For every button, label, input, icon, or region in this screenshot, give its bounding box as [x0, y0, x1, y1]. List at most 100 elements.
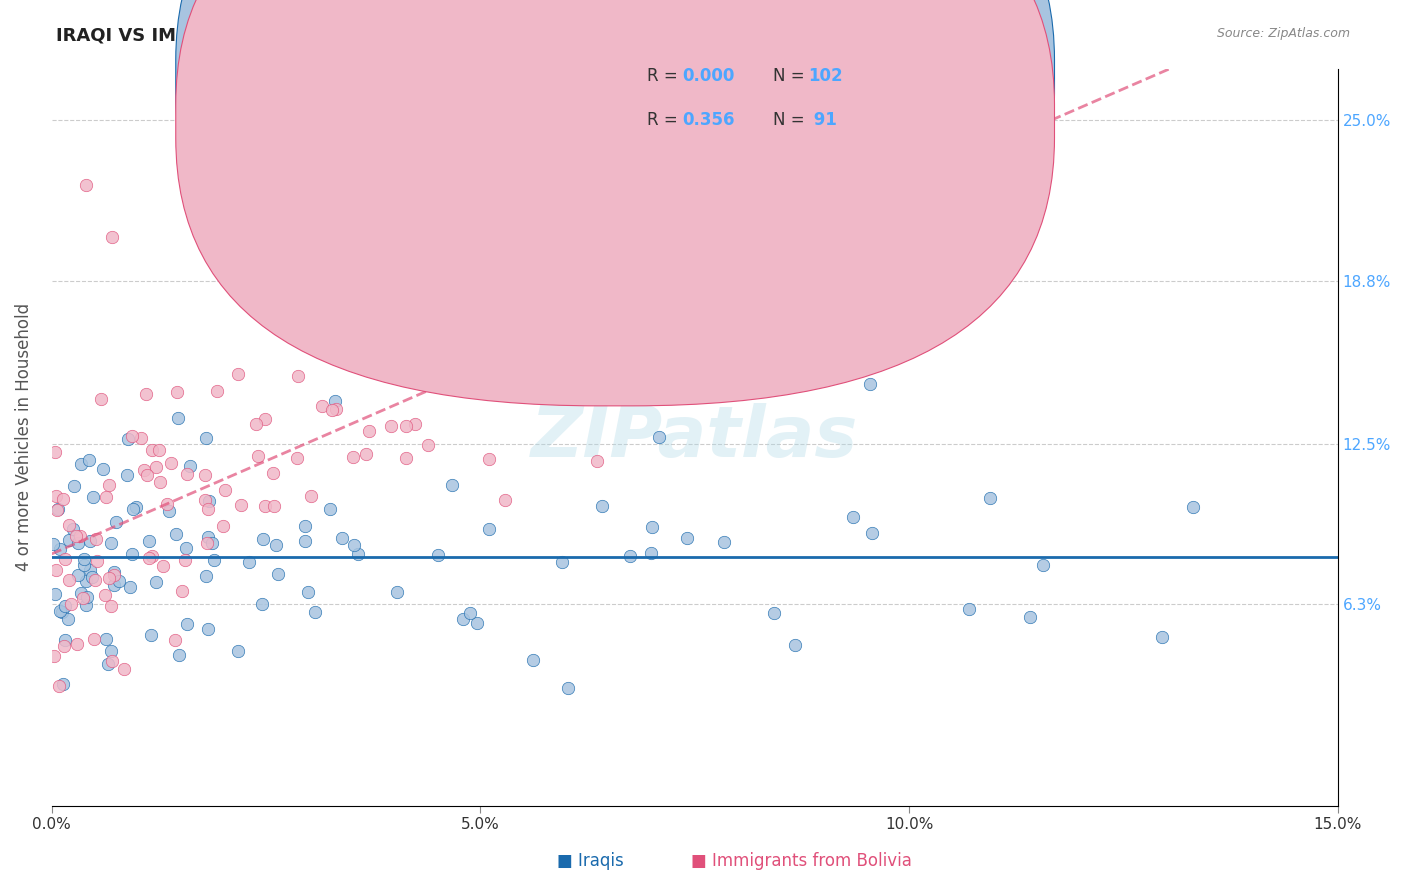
Immigrants from Bolivia [58, 518, 80, 533]
Iraqis [100, 644, 122, 658]
Iraqis [238, 555, 260, 569]
Immigrants from Bolivia [174, 553, 197, 567]
Iraqis [165, 526, 187, 541]
Immigrants from Bolivia [394, 418, 416, 433]
Immigrants from Bolivia [254, 499, 277, 513]
Immigrants from Bolivia [354, 446, 377, 460]
Iraqis [66, 568, 89, 582]
Immigrants from Bolivia [83, 632, 105, 647]
Iraqis [117, 432, 139, 446]
Immigrants from Bolivia [166, 385, 188, 400]
Immigrants from Bolivia [141, 549, 163, 563]
Immigrants from Bolivia [45, 563, 67, 577]
Iraqis [194, 568, 217, 582]
Text: R =: R = [647, 67, 683, 85]
Immigrants from Bolivia [467, 273, 489, 287]
Iraqis [46, 501, 69, 516]
Immigrants from Bolivia [404, 417, 426, 431]
Immigrants from Bolivia [84, 573, 107, 587]
Iraqis [330, 531, 353, 545]
Text: 0.000: 0.000 [682, 67, 734, 85]
Immigrants from Bolivia [214, 483, 236, 497]
Immigrants from Bolivia [100, 229, 122, 244]
Iraqis [860, 526, 883, 541]
Iraqis [49, 541, 72, 556]
Iraqis [762, 606, 785, 620]
Immigrants from Bolivia [42, 648, 65, 663]
Iraqis [53, 599, 76, 613]
Iraqis [73, 552, 96, 566]
Iraqis [264, 538, 287, 552]
Iraqis [82, 490, 104, 504]
Iraqis [550, 555, 572, 569]
Iraqis [174, 541, 197, 555]
Iraqis [385, 585, 408, 599]
Iraqis [226, 643, 249, 657]
Iraqis [52, 677, 75, 691]
Immigrants from Bolivia [129, 431, 152, 445]
Iraqis [117, 468, 139, 483]
Iraqis [783, 638, 806, 652]
Immigrants from Bolivia [45, 489, 67, 503]
Immigrants from Bolivia [94, 588, 117, 602]
Iraqis [141, 628, 163, 642]
Iraqis [842, 510, 865, 524]
Immigrants from Bolivia [98, 571, 121, 585]
Iraqis [100, 536, 122, 550]
Iraqis [294, 519, 316, 533]
Iraqis [51, 605, 73, 619]
Iraqis [66, 536, 89, 550]
Immigrants from Bolivia [586, 454, 609, 468]
Immigrants from Bolivia [101, 654, 124, 668]
Iraqis [323, 393, 346, 408]
Iraqis [648, 430, 671, 444]
Immigrants from Bolivia [156, 497, 179, 511]
Immigrants from Bolivia [197, 536, 219, 550]
Immigrants from Bolivia [148, 442, 170, 457]
Immigrants from Bolivia [538, 291, 561, 305]
Immigrants from Bolivia [299, 489, 322, 503]
Immigrants from Bolivia [44, 445, 66, 459]
Iraqis [641, 519, 664, 533]
Iraqis [108, 574, 131, 588]
Iraqis [465, 615, 488, 630]
Immigrants from Bolivia [98, 478, 121, 492]
Immigrants from Bolivia [436, 266, 458, 280]
Iraqis [619, 549, 641, 563]
Immigrants from Bolivia [149, 475, 172, 489]
Iraqis [194, 431, 217, 445]
Iraqis [591, 500, 613, 514]
Immigrants from Bolivia [141, 442, 163, 457]
Immigrants from Bolivia [172, 584, 194, 599]
Iraqis [77, 452, 100, 467]
Iraqis [179, 458, 201, 473]
Text: Source: ZipAtlas.com: Source: ZipAtlas.com [1216, 27, 1350, 40]
Immigrants from Bolivia [418, 438, 440, 452]
Iraqis [347, 547, 370, 561]
Immigrants from Bolivia [194, 467, 217, 482]
Immigrants from Bolivia [52, 491, 75, 506]
Iraqis [63, 479, 86, 493]
Iraqis [1150, 630, 1173, 644]
Immigrants from Bolivia [700, 179, 723, 194]
Iraqis [44, 587, 66, 601]
Iraqis [62, 522, 84, 536]
Immigrants from Bolivia [710, 219, 733, 234]
Immigrants from Bolivia [205, 384, 228, 399]
Immigrants from Bolivia [75, 178, 97, 192]
Immigrants from Bolivia [176, 467, 198, 482]
Immigrants from Bolivia [58, 574, 80, 588]
Iraqis [138, 533, 160, 548]
Iraqis [957, 601, 980, 615]
Iraqis [58, 533, 80, 548]
Immigrants from Bolivia [262, 466, 284, 480]
Iraqis [145, 575, 167, 590]
Iraqis [103, 566, 125, 580]
Iraqis [478, 522, 501, 536]
Iraqis [252, 532, 274, 546]
Iraqis [304, 605, 326, 619]
Text: R =: R = [647, 112, 683, 129]
Iraqis [41, 537, 63, 551]
Immigrants from Bolivia [145, 459, 167, 474]
Iraqis [169, 648, 191, 662]
